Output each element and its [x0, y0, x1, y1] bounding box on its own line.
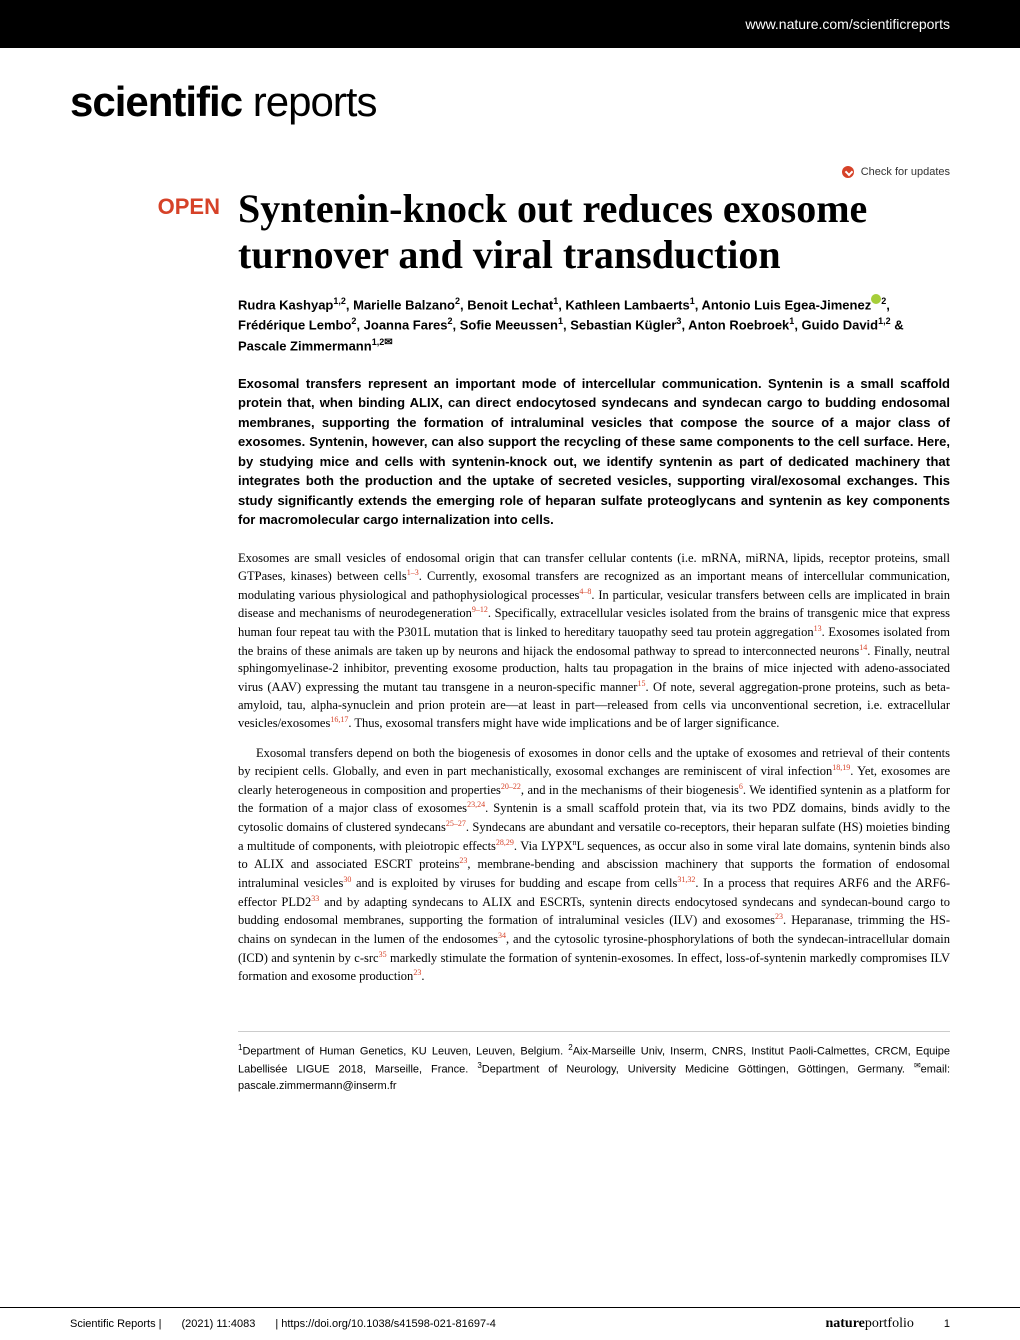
footer-journal: Scientific Reports |: [70, 1318, 162, 1330]
body-paragraph-1: Exosomes are small vesicles of endosomal…: [238, 550, 950, 733]
page-footer: Scientific Reports | (2021) 11:4083 | ht…: [0, 1307, 1020, 1340]
journal-name-bold: scientific: [70, 78, 242, 125]
page-content: scientific reports Check for updates OPE…: [0, 48, 1020, 1095]
top-bar: www.nature.com/scientificreports: [0, 0, 1020, 48]
journal-name-light: reports: [242, 78, 376, 125]
journal-logo: scientific reports: [70, 78, 950, 126]
article-head: OPEN Syntenin-knock out reduces exosome …: [70, 186, 950, 278]
check-updates-label: Check for updates: [861, 166, 950, 178]
body-paragraph-2: Exosomal transfers depend on both the bi…: [238, 745, 950, 986]
publisher-light: portfolio: [865, 1316, 914, 1331]
author-list: Rudra Kashyap1,2, Marielle Balzano2, Ben…: [238, 294, 950, 355]
check-updates-icon: [842, 166, 854, 178]
abstract: Exosomal transfers represent an importan…: [238, 374, 950, 530]
check-updates[interactable]: Check for updates: [70, 166, 950, 178]
site-url[interactable]: www.nature.com/scientificreports: [745, 16, 950, 32]
footer-right: natureportfolio 1: [825, 1316, 950, 1332]
affiliations: 1Department of Human Genetics, KU Leuven…: [238, 1031, 950, 1095]
publisher-logo: natureportfolio: [825, 1316, 913, 1332]
footer-doi: | https://doi.org/10.1038/s41598-021-816…: [275, 1318, 496, 1330]
footer-citation: (2021) 11:4083: [182, 1318, 256, 1330]
publisher-bold: nature: [825, 1316, 864, 1331]
page-number: 1: [944, 1318, 950, 1330]
footer-left: Scientific Reports | (2021) 11:4083 | ht…: [70, 1318, 496, 1330]
article-title: Syntenin-knock out reduces exosome turno…: [238, 186, 950, 278]
open-access-badge: OPEN: [70, 186, 220, 278]
